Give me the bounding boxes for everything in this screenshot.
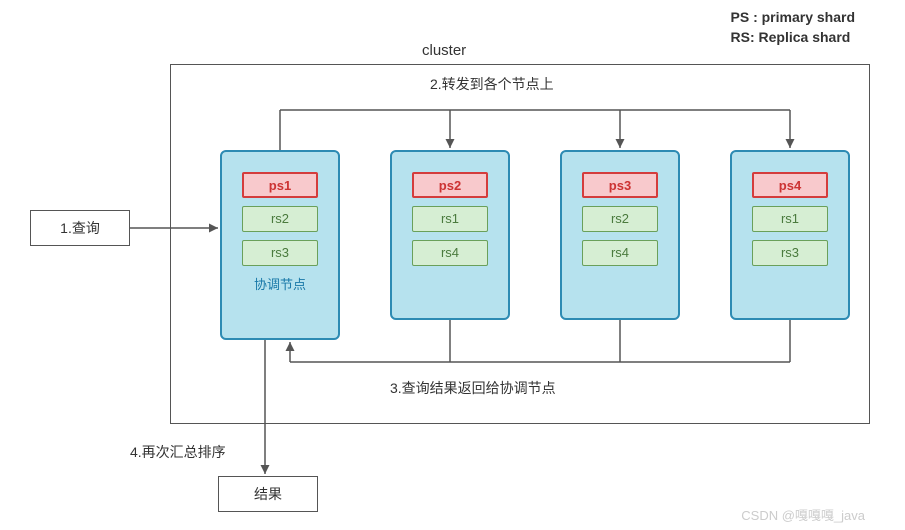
result-box: 结果 [218, 476, 318, 512]
replica-shard: rs2 [582, 206, 658, 232]
primary-shard: ps4 [752, 172, 828, 198]
query-box: 1.查询 [30, 210, 130, 246]
replica-shard: rs1 [752, 206, 828, 232]
step2-label: 2.转发到各个节点上 [430, 74, 554, 94]
primary-shard: ps1 [242, 172, 318, 198]
coord-label: 协调节点 [222, 274, 338, 293]
primary-shard: ps2 [412, 172, 488, 198]
step4-label: 4.再次汇总排序 [130, 442, 226, 462]
replica-shard: rs4 [582, 240, 658, 266]
primary-shard: ps3 [582, 172, 658, 198]
legend-box: PS : primary shard RS: Replica shard [731, 8, 856, 47]
replica-shard: rs4 [412, 240, 488, 266]
node-n3: ps3 rs2 rs4 [560, 150, 680, 320]
legend-ps: PS : primary shard [731, 8, 856, 28]
legend-rs: RS: Replica shard [731, 28, 856, 48]
step3-label: 3.查询结果返回给协调节点 [390, 378, 556, 398]
node-n1: ps1 rs2 rs3 协调节点 [220, 150, 340, 340]
node-n2: ps2 rs1 rs4 [390, 150, 510, 320]
watermark: CSDN @嘎嘎嘎_java [741, 505, 865, 524]
replica-shard: rs2 [242, 206, 318, 232]
result-label: 结果 [254, 486, 282, 502]
replica-shard: rs3 [242, 240, 318, 266]
cluster-title: cluster [422, 42, 466, 59]
step1-label: 1.查询 [60, 220, 100, 236]
node-n4: ps4 rs1 rs3 [730, 150, 850, 320]
replica-shard: rs3 [752, 240, 828, 266]
replica-shard: rs1 [412, 206, 488, 232]
